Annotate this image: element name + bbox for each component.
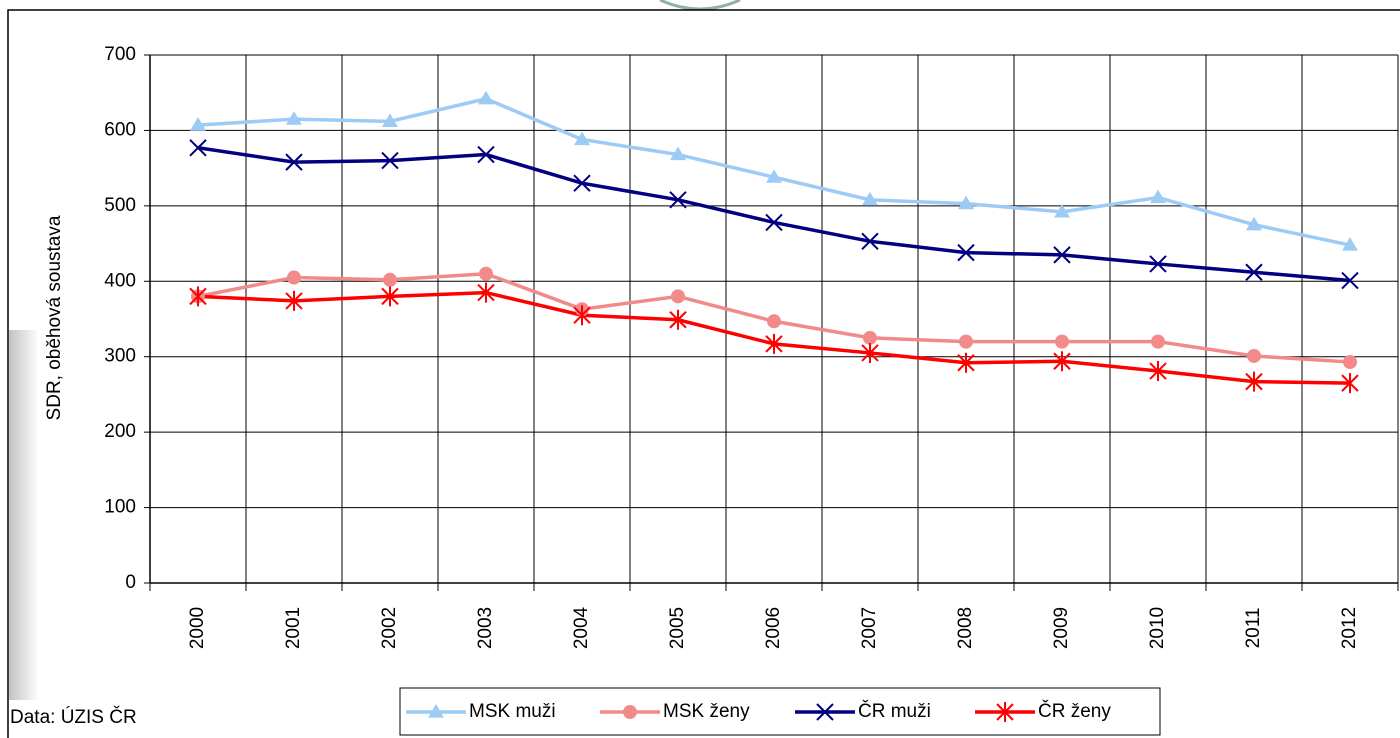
data-point <box>669 191 687 209</box>
y-axis-label: SDR, oběhová soustava <box>44 215 65 420</box>
data-point <box>1343 354 1357 369</box>
data-point <box>477 145 495 164</box>
data-point <box>189 139 207 157</box>
data-point <box>861 232 879 251</box>
legend-marker <box>996 702 1014 722</box>
y-tick-label: 0 <box>125 572 136 593</box>
y-tick-label: 100 <box>104 497 136 518</box>
data-point <box>957 243 975 262</box>
data-point <box>285 153 303 171</box>
data-point <box>1341 271 1359 290</box>
data-point <box>1247 348 1261 363</box>
chart-frame <box>7 9 1400 738</box>
data-point <box>381 286 399 307</box>
data-point <box>573 305 591 326</box>
data-point <box>574 131 590 146</box>
y-tick-label: 700 <box>104 44 136 65</box>
data-point <box>573 174 591 192</box>
data-point <box>189 286 207 307</box>
legend-marker <box>816 703 834 721</box>
data-point <box>381 151 399 170</box>
x-tick-label: 2002 <box>379 607 400 649</box>
data-point <box>957 352 975 373</box>
legend-label: MSK muži <box>469 701 556 722</box>
data-point <box>286 111 302 125</box>
data-point <box>1341 373 1359 394</box>
data-point <box>765 333 783 354</box>
data-point <box>382 113 398 127</box>
legend-label: ČR ženy <box>1038 700 1111 722</box>
data-point <box>1053 246 1071 264</box>
data-point <box>1055 334 1069 349</box>
data-point <box>958 195 974 210</box>
x-tick-label: 2009 <box>1051 607 1072 649</box>
y-tick-label: 500 <box>104 195 136 216</box>
y-tick-label: 600 <box>104 119 136 140</box>
data-point <box>1149 361 1167 382</box>
x-tick-label: 2006 <box>763 607 784 649</box>
side-shade <box>9 330 39 700</box>
x-tick-label: 2005 <box>667 607 688 649</box>
data-point <box>1054 203 1070 218</box>
data-point <box>862 191 878 206</box>
data-point <box>670 146 686 161</box>
data-point <box>1053 351 1071 372</box>
source-note: Data: ÚZIS ČR <box>10 706 137 728</box>
y-tick-label: 400 <box>104 270 136 291</box>
data-point <box>383 272 397 287</box>
legend-marker <box>428 704 444 718</box>
x-tick-label: 2012 <box>1339 607 1360 649</box>
data-point <box>285 290 303 311</box>
data-point <box>1245 263 1263 281</box>
y-tick-label: 300 <box>104 346 136 367</box>
data-point <box>765 213 783 232</box>
data-point <box>1149 255 1167 273</box>
data-point <box>1342 237 1358 251</box>
legend-label: MSK ženy <box>663 701 750 722</box>
data-point <box>478 90 494 105</box>
x-tick-label: 2001 <box>283 607 304 649</box>
x-tick-label: 2000 <box>187 607 208 649</box>
data-point <box>863 330 877 345</box>
data-point <box>477 282 495 303</box>
x-tick-label: 2004 <box>571 606 592 649</box>
legend-label: ČR muži <box>858 700 931 722</box>
data-point <box>861 342 879 363</box>
data-point <box>479 266 493 281</box>
x-tick-label: 2003 <box>475 607 496 649</box>
x-tick-label: 2011 <box>1243 608 1264 649</box>
x-tick-label: 2008 <box>955 607 976 649</box>
data-point <box>959 334 973 349</box>
data-point <box>669 309 687 330</box>
data-point <box>190 117 206 131</box>
data-point <box>1150 189 1166 204</box>
data-point <box>1245 371 1263 392</box>
legend-marker <box>623 705 637 719</box>
data-point <box>671 289 685 304</box>
decoration <box>659 0 741 11</box>
data-point <box>1246 216 1262 231</box>
y-tick-label: 200 <box>104 421 136 442</box>
x-tick-label: 2007 <box>859 607 880 649</box>
x-tick-label: 2010 <box>1147 607 1168 649</box>
data-point <box>767 314 781 329</box>
data-point <box>1151 334 1165 349</box>
data-point <box>287 270 301 285</box>
data-point <box>766 169 782 183</box>
